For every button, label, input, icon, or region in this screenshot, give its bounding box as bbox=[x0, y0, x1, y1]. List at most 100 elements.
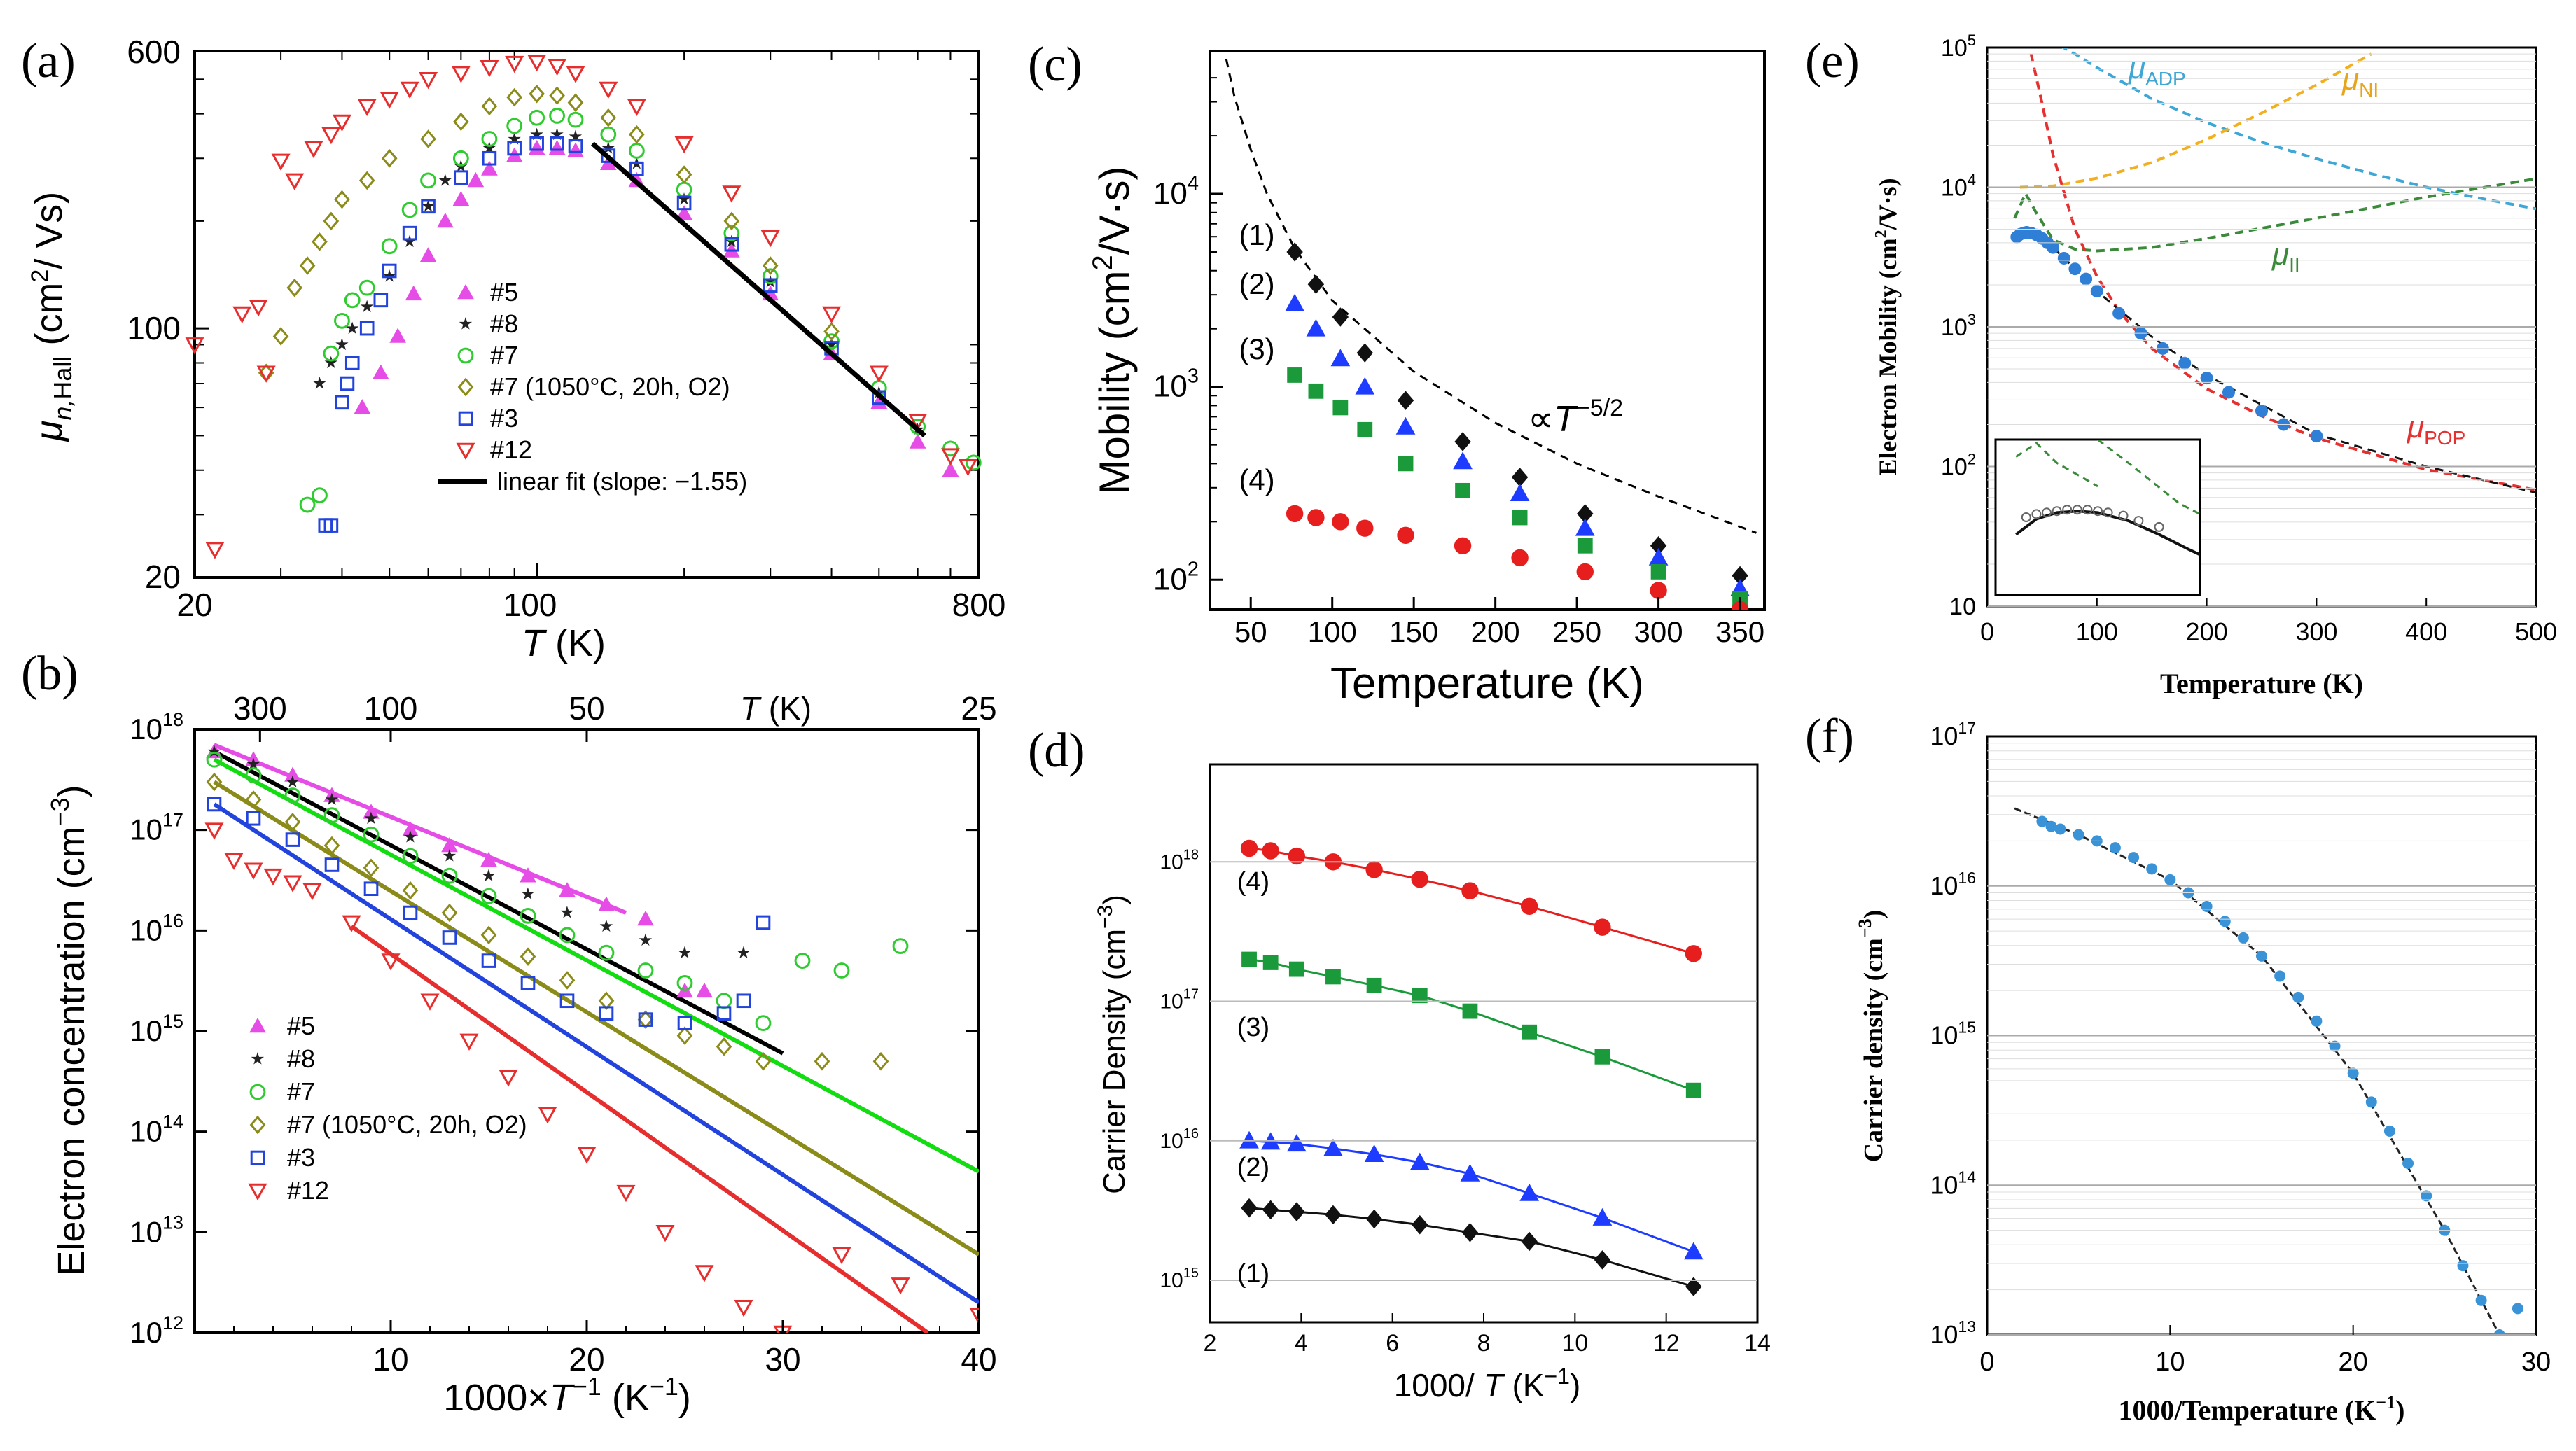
panel-b-point-6-3 bbox=[244, 862, 263, 880]
panel-c-series-label-4: (4) bbox=[1239, 463, 1274, 496]
panel-b-point-6-15 bbox=[655, 1225, 675, 1242]
panel-f-xtick-label-4: 30 bbox=[2521, 1347, 2551, 1377]
panel-f-ytick-label-13-exp: 13 bbox=[1958, 1317, 1976, 1336]
panel-b-xtick-label-4: 40 bbox=[961, 1341, 996, 1378]
panel-b-point-5-3 bbox=[285, 832, 300, 847]
panel-d-ytick-label-18-exp: 18 bbox=[1183, 847, 1199, 862]
panel-b-point-4-8 bbox=[480, 925, 497, 945]
panel-a-frame bbox=[193, 50, 980, 579]
panel-d-line-1 bbox=[1248, 847, 1694, 955]
panel-b-legend-label-1: #5 bbox=[287, 1011, 315, 1040]
panel-b-point-1-4 bbox=[323, 787, 340, 802]
panel-a-point-3-12 bbox=[506, 118, 523, 134]
panel-e-inset-ii-curve bbox=[2015, 442, 2098, 488]
panel-f-ytick-label-17-exp: 17 bbox=[1958, 719, 1976, 737]
panel-f-point-7 bbox=[2128, 852, 2140, 864]
panel-a-point-6-5 bbox=[256, 365, 276, 383]
panel-c-xtick-label-7: 350 bbox=[1715, 615, 1764, 648]
panel-b-point-3-11 bbox=[598, 944, 615, 961]
panel-e-xtick-label-2: 100 bbox=[2076, 617, 2118, 646]
panel-a-point-1-2 bbox=[372, 364, 389, 380]
panel-c-xtick-label-5: 250 bbox=[1552, 615, 1601, 648]
panel-a-point-4-2 bbox=[272, 327, 289, 346]
panel-e-ytick-label-4: 104 bbox=[1941, 171, 1976, 202]
panel-d-point-1-7 bbox=[1461, 882, 1479, 899]
panel-d-point-4-1 bbox=[1241, 1198, 1258, 1218]
panel-d-ytick-label-16-base: 10 bbox=[1160, 1130, 1183, 1153]
panel-a-legend-marker-4 bbox=[457, 377, 474, 397]
panel-b-legend-marker-4 bbox=[249, 1115, 266, 1135]
panel-a-point-5-8 bbox=[382, 263, 397, 279]
panel-c-point-3-5 bbox=[1398, 456, 1414, 472]
panel-e-inset-frame bbox=[1994, 438, 2201, 596]
panel-a-point-1-22 bbox=[942, 461, 959, 477]
panel-b-point-1-12 bbox=[637, 910, 654, 926]
panel-c-point-3-1 bbox=[1287, 367, 1303, 383]
panel-b-ylabel: Electron concentration (cm−3) bbox=[46, 785, 92, 1275]
panel-b-point-1-5 bbox=[363, 804, 380, 819]
panel-a-point-5-20 bbox=[724, 237, 739, 252]
panel-a-point-3-16 bbox=[600, 126, 617, 143]
panel-b-point-3-13 bbox=[676, 975, 693, 991]
panel-c-ytick-label-3-exp: 3 bbox=[1188, 365, 1199, 388]
panel-e-curve-4 bbox=[2029, 53, 2536, 491]
panel-b-point-3-15 bbox=[755, 1015, 772, 1032]
panel-e-curve-label-2: μNI bbox=[2341, 62, 2379, 101]
panel-a-point-4-20 bbox=[723, 211, 740, 231]
panel-b-point-6-12 bbox=[538, 1107, 557, 1124]
panel-b-fit-line-2 bbox=[213, 750, 784, 1056]
panel-b-point-4-12 bbox=[637, 1010, 654, 1029]
panel-b-fit-line-3 bbox=[213, 757, 979, 1174]
panel-a-point-3-6 bbox=[358, 279, 375, 296]
panel-c-point-2-5 bbox=[1395, 416, 1416, 435]
panel-b-point-6-11 bbox=[499, 1070, 518, 1087]
panel-a-point-4-14 bbox=[529, 84, 545, 104]
panel-a-point-4-19 bbox=[676, 165, 692, 184]
panel-b-point-5-9 bbox=[520, 976, 536, 990]
panel-d-ylabel: Carrier Density (cm−3) bbox=[1094, 895, 1132, 1194]
panel-a-point-5-14 bbox=[529, 136, 544, 151]
panel-e-curve-3 bbox=[2013, 177, 2536, 253]
panel-e-ytick-label-2-base: 10 bbox=[1941, 454, 1968, 481]
panel-c-point-1-3 bbox=[1332, 307, 1349, 327]
panel-b-point-6-6 bbox=[302, 883, 322, 901]
panel-c-annotation: ∝T−5/2 bbox=[1528, 395, 1623, 440]
panel-f-point-3 bbox=[2054, 823, 2066, 835]
panel-a-point-5-6 bbox=[359, 321, 375, 336]
panel-d-plot bbox=[1239, 839, 1704, 1296]
panel-b-point-5-15 bbox=[736, 993, 751, 1009]
panel-a-ytick-100: 100 bbox=[127, 310, 181, 346]
panel-d-point-2-6 bbox=[1412, 988, 1428, 1004]
panel-b-point-1-9 bbox=[520, 867, 536, 883]
panel-b-point-4-1 bbox=[206, 772, 223, 792]
panel-d-ytick-label-15: 1015 bbox=[1160, 1266, 1199, 1292]
panel-b-point-3-5 bbox=[363, 826, 380, 843]
panel-e-inset-point-4 bbox=[2052, 506, 2062, 517]
panel-b-point-3-4 bbox=[323, 807, 340, 824]
panel-b-point-1-10 bbox=[559, 882, 576, 897]
panel-b-point-2-10: ★ bbox=[559, 904, 575, 923]
panel-a-point-5-12 bbox=[482, 150, 497, 166]
panel-e-curve-label-mu: μ bbox=[2407, 410, 2424, 444]
panel-b-inner: ★★★★★★★★★★★★★ ★ bbox=[204, 743, 979, 1333]
panel-e-inset-point-5 bbox=[2062, 505, 2073, 515]
panel-d-point-3-7 bbox=[1460, 1163, 1480, 1182]
panel-a-point-3-19 bbox=[723, 225, 740, 241]
panel-a-legend-marker-1 bbox=[457, 283, 474, 300]
panel-b-point-6-14 bbox=[616, 1184, 636, 1203]
panel-b-legend-marker-2: ★ bbox=[250, 1050, 265, 1069]
panel-b-top-axis-T: T bbox=[740, 690, 762, 727]
panel-a-point-2-19: ★ bbox=[724, 232, 739, 251]
panel-b-legend-marker-1 bbox=[249, 1017, 266, 1033]
panel-b-ytick-label-13-base: 10 bbox=[130, 1215, 162, 1248]
panel-a-point-4-16 bbox=[567, 93, 584, 112]
panel-a: (a) ★★★★★★★★★★★★★★★★★★★★★★★ 20 100 800 6… bbox=[21, 34, 1005, 664]
panel-d-point-3-5 bbox=[1364, 1144, 1384, 1162]
panel-d-point-4-4 bbox=[1325, 1205, 1342, 1225]
panel-c-point-4-3 bbox=[1332, 513, 1349, 531]
panel-a-xtick-100: 100 bbox=[503, 587, 557, 623]
panel-a-fit-line bbox=[590, 141, 926, 438]
panel-d-point-2-9 bbox=[1594, 1049, 1610, 1065]
